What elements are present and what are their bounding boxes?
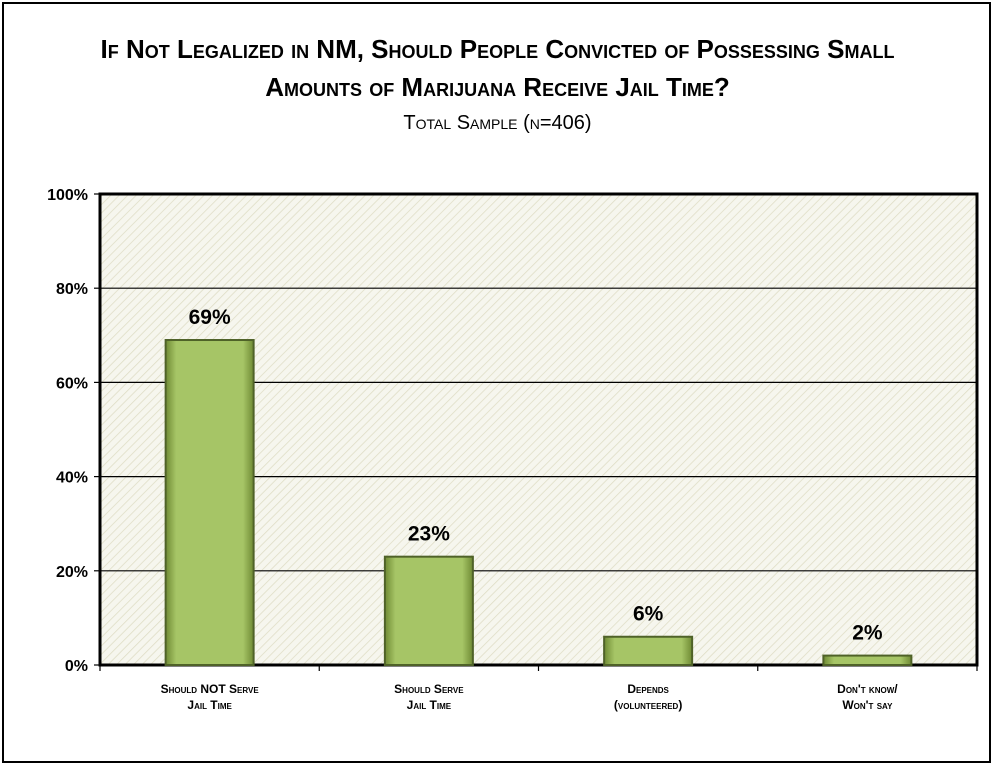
bar	[164, 339, 255, 666]
bar-value-label: 69%	[189, 306, 231, 329]
y-tick-label: 40%	[56, 470, 88, 487]
x-category-label: Don't know/	[837, 682, 898, 696]
x-category-label: Won't say	[842, 698, 893, 712]
x-category-label: Depends	[627, 682, 669, 696]
bar	[822, 654, 913, 667]
y-tick-label: 60%	[56, 375, 88, 392]
y-tick-label: 100%	[47, 187, 88, 204]
bar	[383, 555, 474, 666]
chart-title-line-1: If Not Legalized in NM, Should People Co…	[100, 34, 895, 64]
bar-value-label: 6%	[633, 603, 664, 626]
x-category-label: Should Serve	[394, 682, 464, 696]
chart-title-line-2: Amounts of Marijuana Receive Jail Time?	[265, 72, 730, 102]
y-tick-label: 80%	[56, 281, 88, 298]
bar-value-label: 2%	[852, 622, 883, 645]
x-category-label: (volunteered)	[614, 698, 682, 712]
chart-subtitle: Total Sample (n=406)	[403, 112, 592, 134]
y-tick-label: 0%	[65, 658, 88, 675]
x-category-label: Jail Time	[407, 698, 452, 712]
x-category-label: Should NOT Serve	[161, 682, 260, 696]
bar	[603, 635, 694, 666]
y-tick-label: 20%	[56, 564, 88, 581]
bar-value-label: 23%	[408, 523, 450, 546]
x-category-label: Jail Time	[187, 698, 232, 712]
